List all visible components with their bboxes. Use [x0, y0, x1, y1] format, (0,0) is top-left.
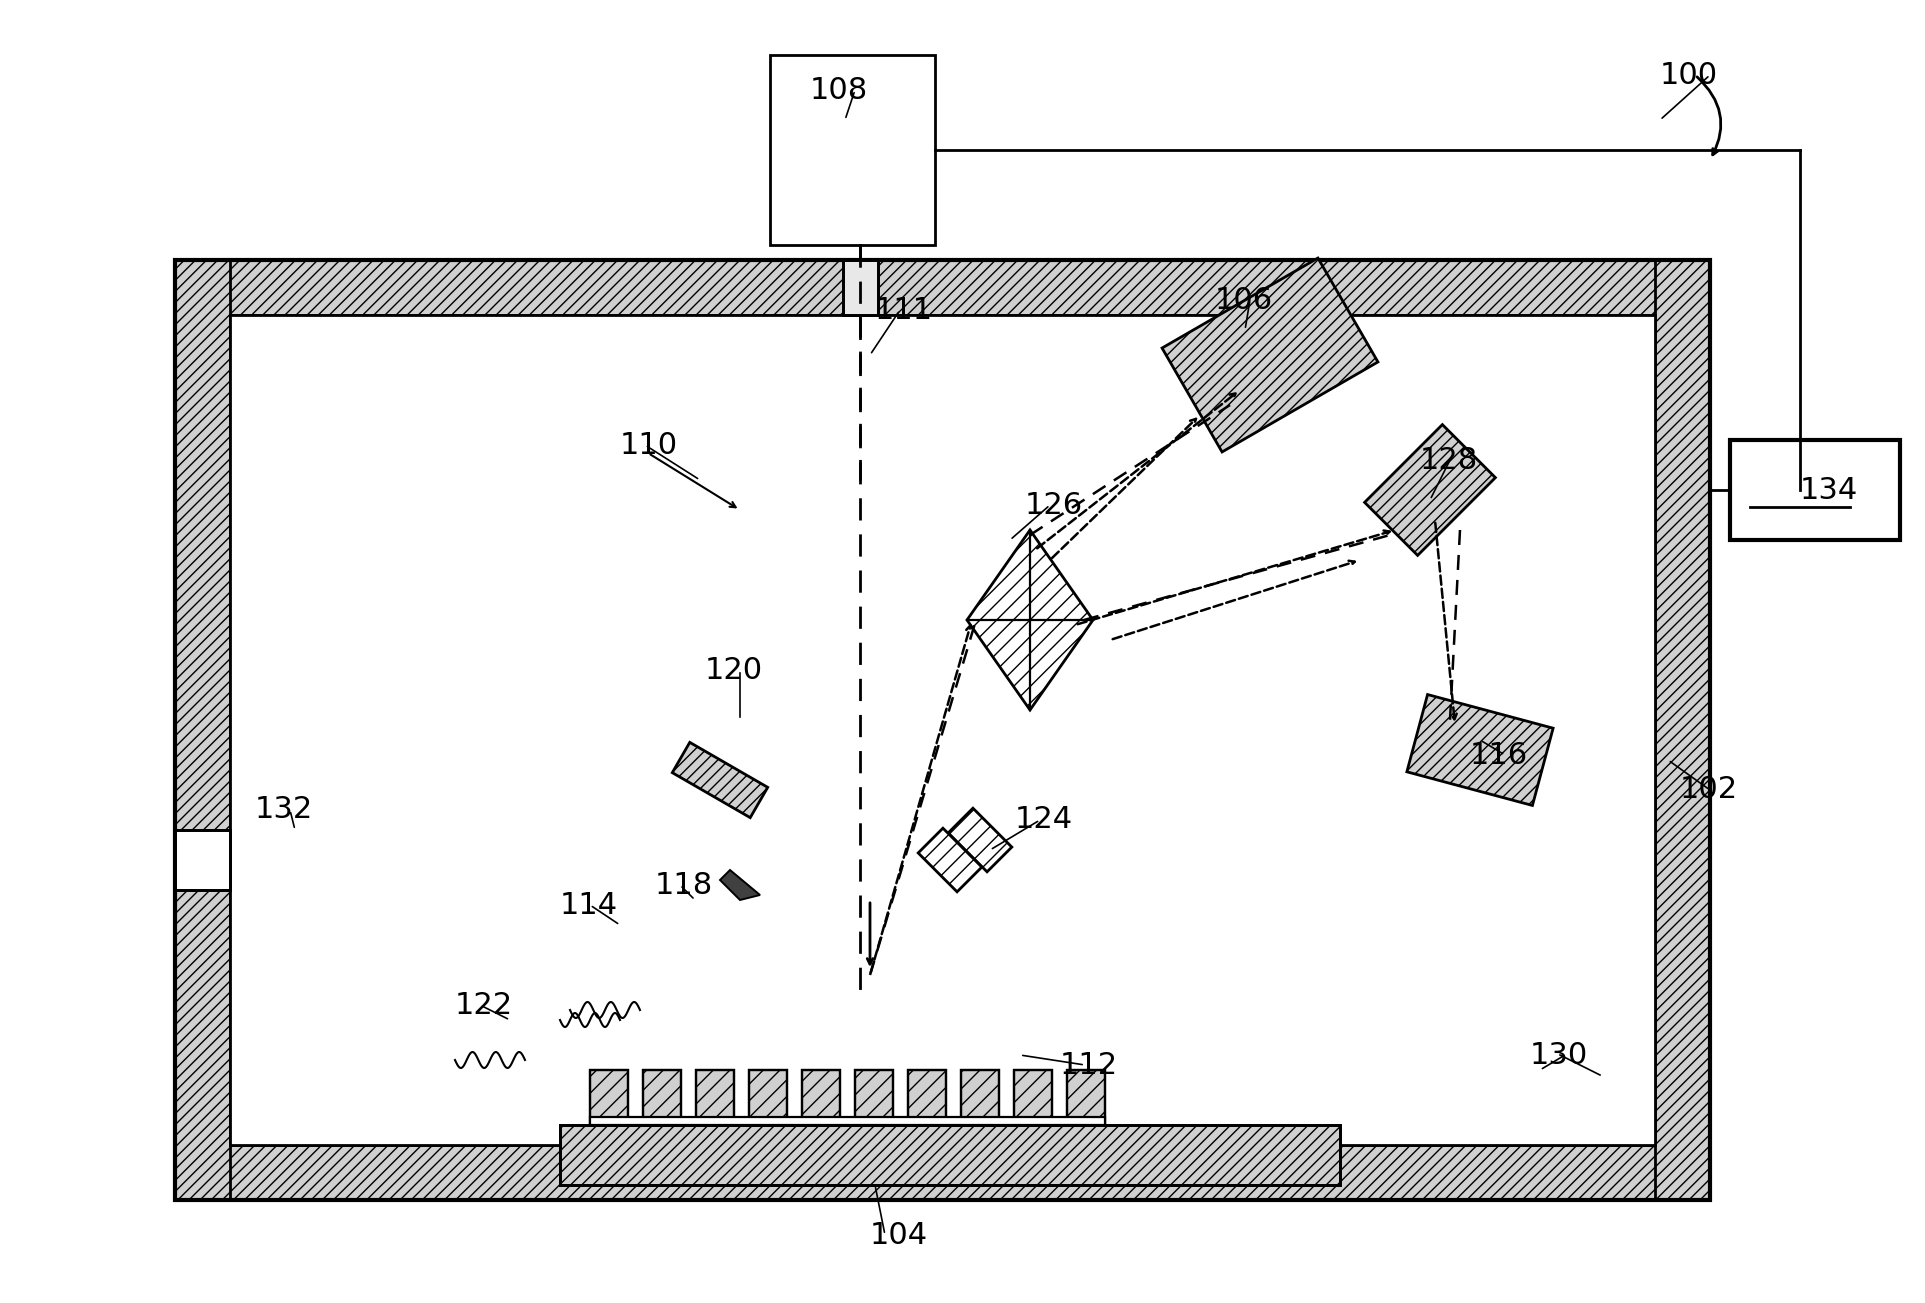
Bar: [229, 315, 1656, 1145]
Text: 130: 130: [1530, 1041, 1588, 1070]
Bar: [909, 1070, 945, 1124]
Text: 104: 104: [870, 1221, 928, 1250]
Text: 110: 110: [620, 430, 678, 460]
Bar: [175, 261, 1709, 1200]
Bar: [589, 1117, 1105, 1124]
Text: 108: 108: [810, 76, 868, 104]
Bar: [175, 830, 229, 890]
Bar: [1014, 1070, 1051, 1124]
Bar: [1731, 440, 1900, 539]
Bar: [697, 1070, 733, 1124]
Text: 114: 114: [560, 890, 618, 920]
Text: 120: 120: [705, 655, 762, 684]
Polygon shape: [1407, 694, 1553, 805]
Polygon shape: [918, 829, 982, 891]
Bar: [843, 261, 878, 315]
Bar: [697, 1070, 733, 1124]
Bar: [560, 1124, 1340, 1184]
Bar: [1066, 1070, 1105, 1124]
Bar: [560, 1124, 1340, 1184]
Bar: [749, 1070, 787, 1124]
Polygon shape: [672, 743, 768, 818]
Text: 102: 102: [1681, 775, 1738, 804]
Bar: [803, 1070, 839, 1124]
Text: 124: 124: [1014, 805, 1072, 834]
Text: 132: 132: [254, 796, 314, 825]
Polygon shape: [1656, 261, 1709, 1200]
Text: 112: 112: [1061, 1050, 1118, 1079]
Polygon shape: [966, 530, 1093, 710]
Bar: [770, 55, 936, 245]
Polygon shape: [1365, 425, 1496, 555]
Bar: [589, 1070, 628, 1124]
Bar: [855, 1070, 893, 1124]
Text: 122: 122: [454, 990, 514, 1019]
Text: 106: 106: [1215, 285, 1272, 314]
Text: 116: 116: [1471, 740, 1528, 770]
Bar: [843, 261, 878, 315]
Text: 134: 134: [1800, 476, 1858, 504]
Text: 111: 111: [876, 296, 934, 324]
Bar: [749, 1070, 787, 1124]
Polygon shape: [720, 870, 760, 900]
Polygon shape: [175, 261, 229, 1200]
Bar: [175, 830, 229, 890]
Polygon shape: [175, 1145, 1709, 1200]
Text: 126: 126: [1024, 490, 1084, 520]
Bar: [1014, 1070, 1051, 1124]
Bar: [1066, 1070, 1105, 1124]
Polygon shape: [949, 808, 1013, 872]
Bar: [803, 1070, 839, 1124]
Text: 100: 100: [1659, 60, 1719, 90]
Bar: [855, 1070, 893, 1124]
Bar: [229, 315, 1656, 1145]
Polygon shape: [1163, 258, 1378, 452]
Bar: [909, 1070, 945, 1124]
Bar: [589, 1070, 628, 1124]
Text: 118: 118: [654, 870, 714, 899]
Text: 128: 128: [1421, 446, 1478, 474]
Bar: [961, 1070, 999, 1124]
Bar: [961, 1070, 999, 1124]
Bar: [643, 1070, 681, 1124]
Bar: [643, 1070, 681, 1124]
Polygon shape: [175, 261, 1709, 315]
